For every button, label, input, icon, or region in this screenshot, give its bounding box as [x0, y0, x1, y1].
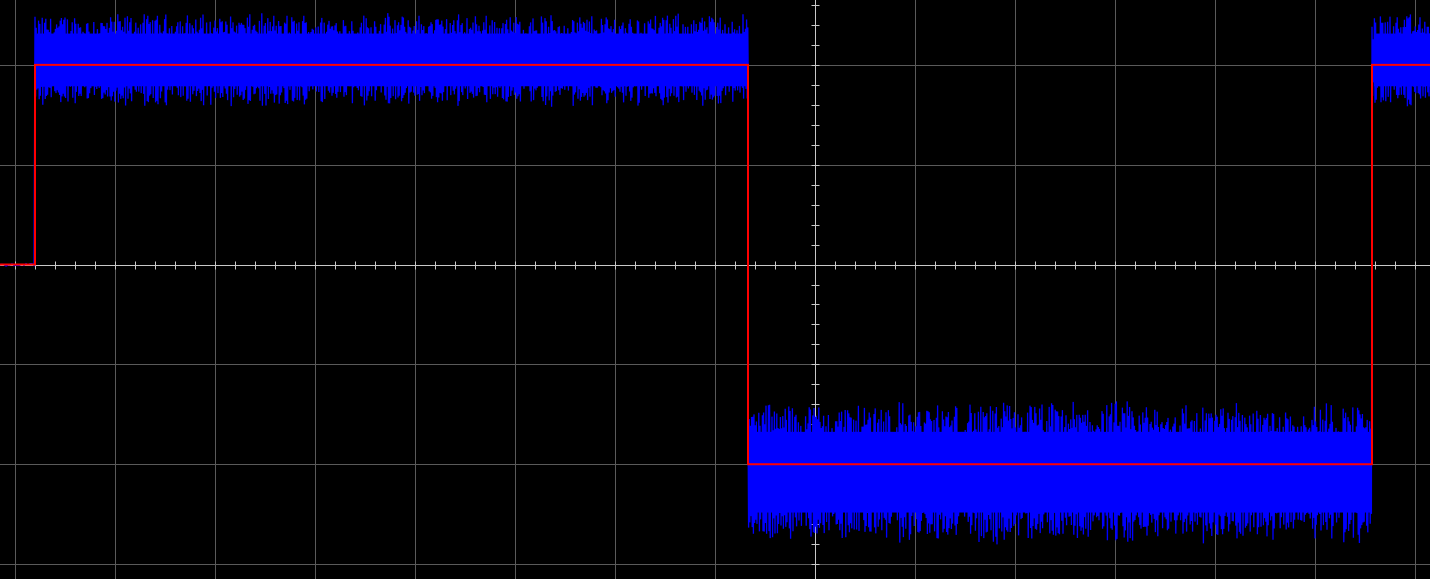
ideal-signal-trace [0, 63, 1430, 466]
signal-traces [0, 13, 1430, 545]
axis-ticks [15, 5, 1416, 565]
measured-signal-band [750, 431, 1371, 513]
measured-signal-band [1374, 33, 1429, 87]
measured-signal-band [37, 33, 747, 87]
